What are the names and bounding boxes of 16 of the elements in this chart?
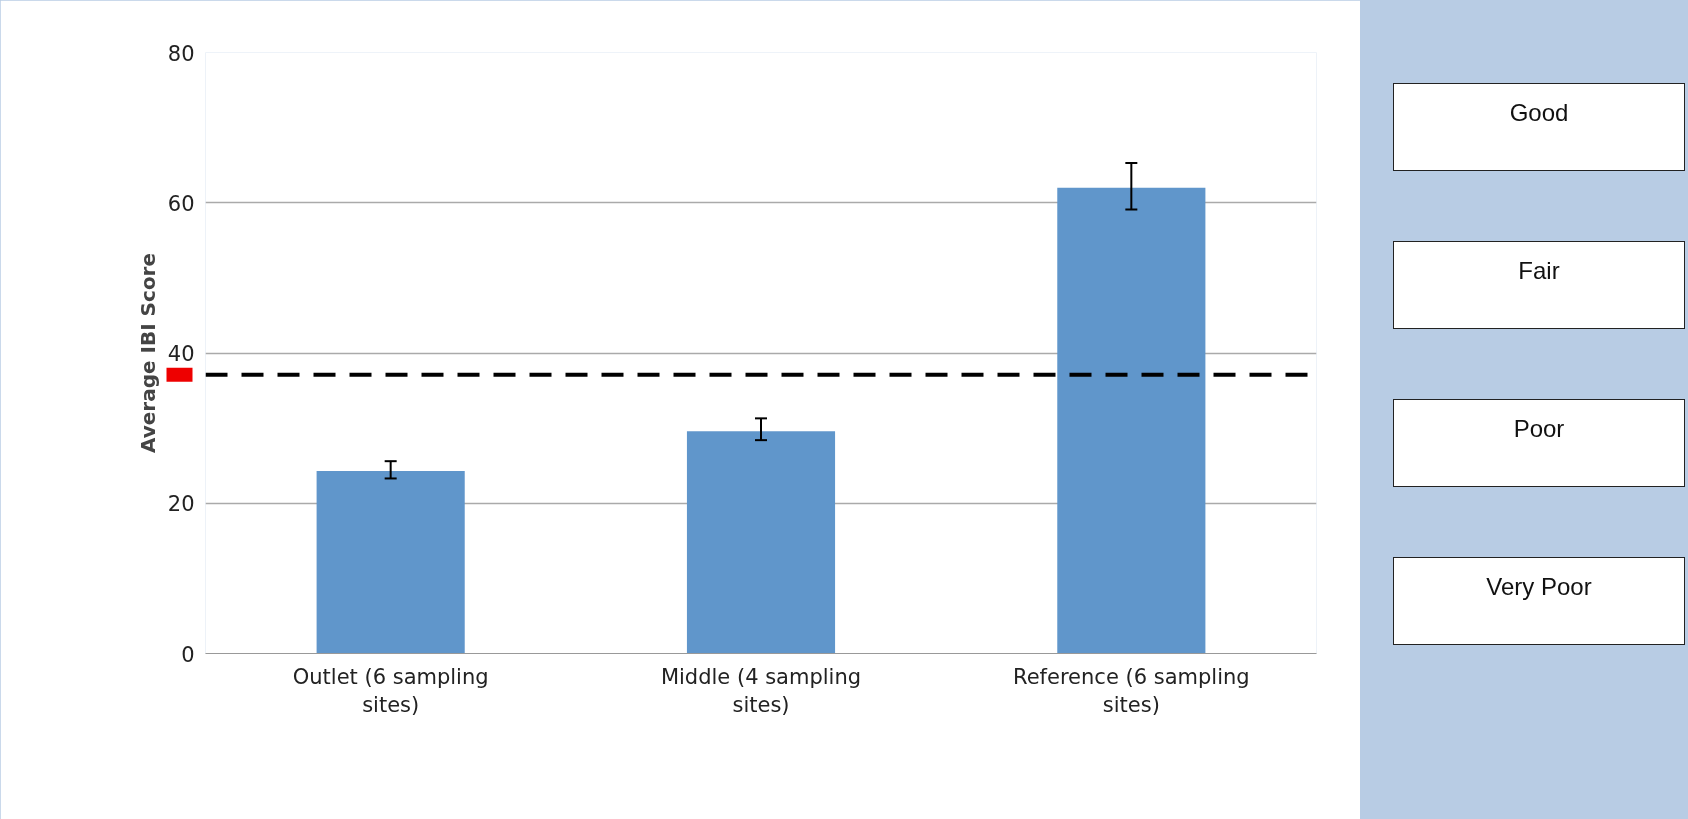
y-axis-title: Average IBI Score <box>135 252 160 454</box>
text: Very Poor <box>1486 572 1592 602</box>
y-tick-label: 60 <box>167 191 195 216</box>
y-tick-label: 40 <box>167 342 195 366</box>
bar <box>686 431 836 654</box>
x-tick-label: Reference (6 sampling sites) <box>1013 664 1250 718</box>
y-tick-label: 80 <box>167 41 195 66</box>
text: Good <box>1509 98 1569 128</box>
bar <box>1057 187 1206 654</box>
y-tick-label: 20 <box>167 492 195 517</box>
text: Fair <box>1518 256 1560 286</box>
text: Poor <box>1513 414 1565 444</box>
y-tick-label: 0 <box>181 642 195 667</box>
x-tick-label: Middle (4 sampling sites) <box>660 664 862 718</box>
x-tick-label: Outlet (6 sampling sites) <box>292 664 489 718</box>
bar <box>316 470 465 654</box>
